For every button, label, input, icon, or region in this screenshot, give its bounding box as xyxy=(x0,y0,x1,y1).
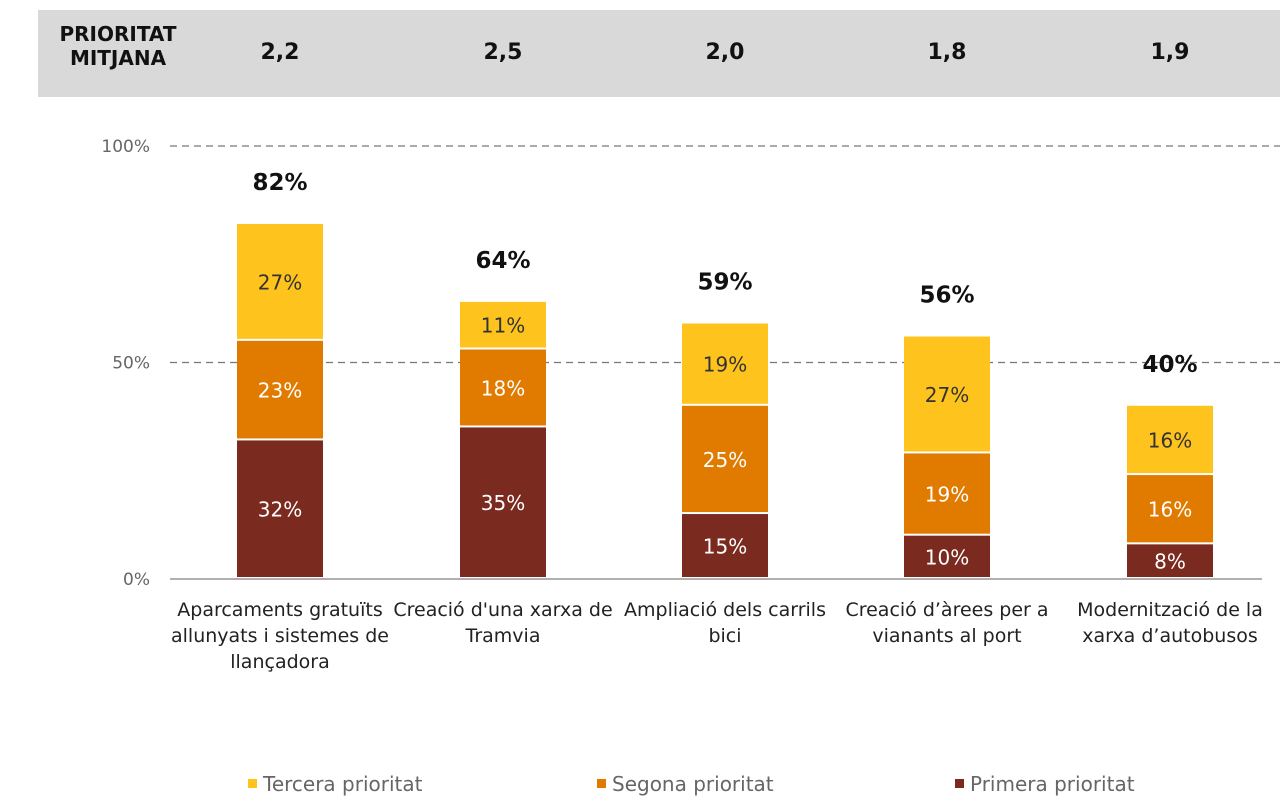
segment-label-2-4: 19% xyxy=(925,483,969,507)
header-band xyxy=(38,10,1280,97)
segment-label-3-1: 27% xyxy=(258,270,302,294)
header-value-5: 1,9 xyxy=(1150,40,1190,65)
segment-label-1-1: 32% xyxy=(258,498,302,522)
segment-label-2-5: 16% xyxy=(1148,498,1192,522)
segment-label-2-3: 25% xyxy=(703,448,747,472)
header-value-4: 1,8 xyxy=(927,40,967,65)
bar-segment-1-1 xyxy=(237,440,323,577)
segment-label-1-5: 8% xyxy=(1154,550,1186,574)
bar-segment-1-3 xyxy=(682,514,768,577)
legend-item-segona: Segona prioritat xyxy=(597,772,774,796)
bar-segment-3-1 xyxy=(237,223,323,339)
legend-swatch-tercera xyxy=(248,779,257,788)
segment-label-2-2: 18% xyxy=(481,376,525,400)
header-value-2: 2,5 xyxy=(483,40,523,65)
segment-label-3-3: 19% xyxy=(703,353,747,377)
segment-label-1-4: 10% xyxy=(925,545,969,569)
legend: Tercera prioritat Segona prioritat Prime… xyxy=(0,772,1280,802)
category-label-4: Creació d’àrees per a vianants al port xyxy=(845,599,1049,647)
bar-segment-3-4 xyxy=(904,336,990,452)
bar-segment-1-5 xyxy=(1127,544,1213,577)
bar-segment-2-4 xyxy=(904,453,990,534)
bar-segment-2-1 xyxy=(237,340,323,439)
y-tick-label-100: 100% xyxy=(101,137,150,157)
category-label-2: Creació d'una xarxa de Tramvia xyxy=(393,599,613,647)
bar-segment-3-5 xyxy=(1127,405,1213,474)
segment-label-1-2: 35% xyxy=(481,491,525,515)
segment-label-1-3: 15% xyxy=(703,535,747,559)
legend-swatch-segona xyxy=(597,779,606,788)
total-label-1: 82% xyxy=(252,170,307,196)
y-tick-label-50: 50% xyxy=(112,354,150,374)
legend-label-tercera: Tercera prioritat xyxy=(263,772,423,796)
segment-label-3-5: 16% xyxy=(1148,428,1192,452)
segment-label-3-4: 27% xyxy=(925,383,969,407)
bar-segment-3-2 xyxy=(460,301,546,348)
segment-label-2-1: 23% xyxy=(258,379,302,403)
header-label: PRIORITAT MITJANA xyxy=(38,22,198,70)
legend-item-primera: Primera prioritat xyxy=(955,772,1135,796)
bar-segment-1-2 xyxy=(460,427,546,577)
header-label-line2: MITJANA xyxy=(69,46,167,70)
bar-segment-1-4 xyxy=(904,535,990,577)
legend-label-primera: Primera prioritat xyxy=(970,772,1135,796)
y-tick-label-0: 0% xyxy=(123,570,150,590)
category-label-3: Ampliació dels carrils bici xyxy=(624,599,826,647)
legend-item-tercera: Tercera prioritat xyxy=(248,772,422,796)
header-label-line1: PRIORITAT xyxy=(59,22,177,46)
total-label-3: 59% xyxy=(697,270,752,296)
legend-label-segona: Segona prioritat xyxy=(612,772,774,796)
category-label-1: Aparcaments gratuïts allunyats i sisteme… xyxy=(171,599,389,673)
bar-segment-3-3 xyxy=(682,323,768,404)
bar-segment-2-5 xyxy=(1127,475,1213,543)
total-label-5: 40% xyxy=(1142,352,1197,378)
bar-segment-2-3 xyxy=(682,405,768,513)
total-label-4: 56% xyxy=(919,283,974,309)
header-value-3: 2,0 xyxy=(705,40,745,65)
bar-segment-2-2 xyxy=(460,349,546,426)
segment-label-3-2: 11% xyxy=(481,314,525,338)
category-label-5: Modernització de la xarxa d’autobusos xyxy=(1077,599,1263,647)
total-label-2: 64% xyxy=(475,248,530,274)
legend-swatch-primera xyxy=(955,779,964,788)
header-value-1: 2,2 xyxy=(260,40,300,65)
